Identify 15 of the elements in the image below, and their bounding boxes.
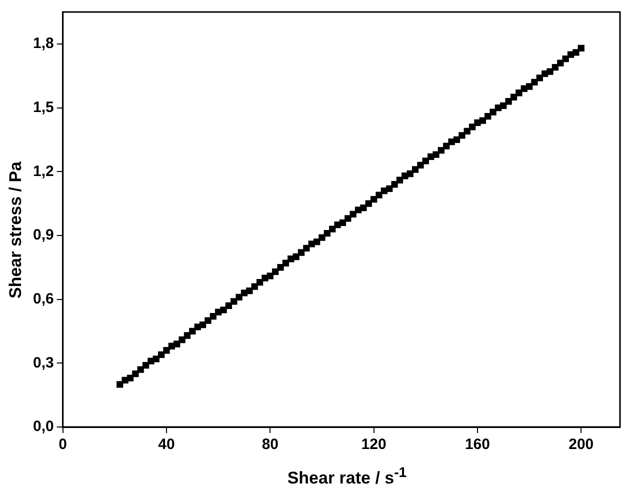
x-tick-label: 200 (568, 436, 594, 454)
y-tick-label: 0,3 (32, 354, 54, 372)
x-tick-label: 160 (464, 436, 490, 454)
y-tick-label: 1,5 (32, 98, 54, 116)
y-tick-label: 1,2 (32, 162, 54, 180)
x-axis-title: Shear rate / s$^{-1}$ (286, 465, 408, 489)
y-tick-label: 1,8 (32, 35, 54, 52)
y-tick-label: 0,0 (32, 418, 54, 436)
x-tick-label: 0 (58, 436, 68, 454)
x-tick-label: 40 (158, 436, 175, 454)
x-tick-label: 80 (262, 436, 279, 454)
y-tick-label: 0,6 (32, 290, 54, 308)
y-tick-label: 0,9 (32, 226, 54, 244)
y-axis-title: Shear stress / Pa (6, 161, 26, 299)
x-tick-label: 120 (361, 436, 386, 454)
